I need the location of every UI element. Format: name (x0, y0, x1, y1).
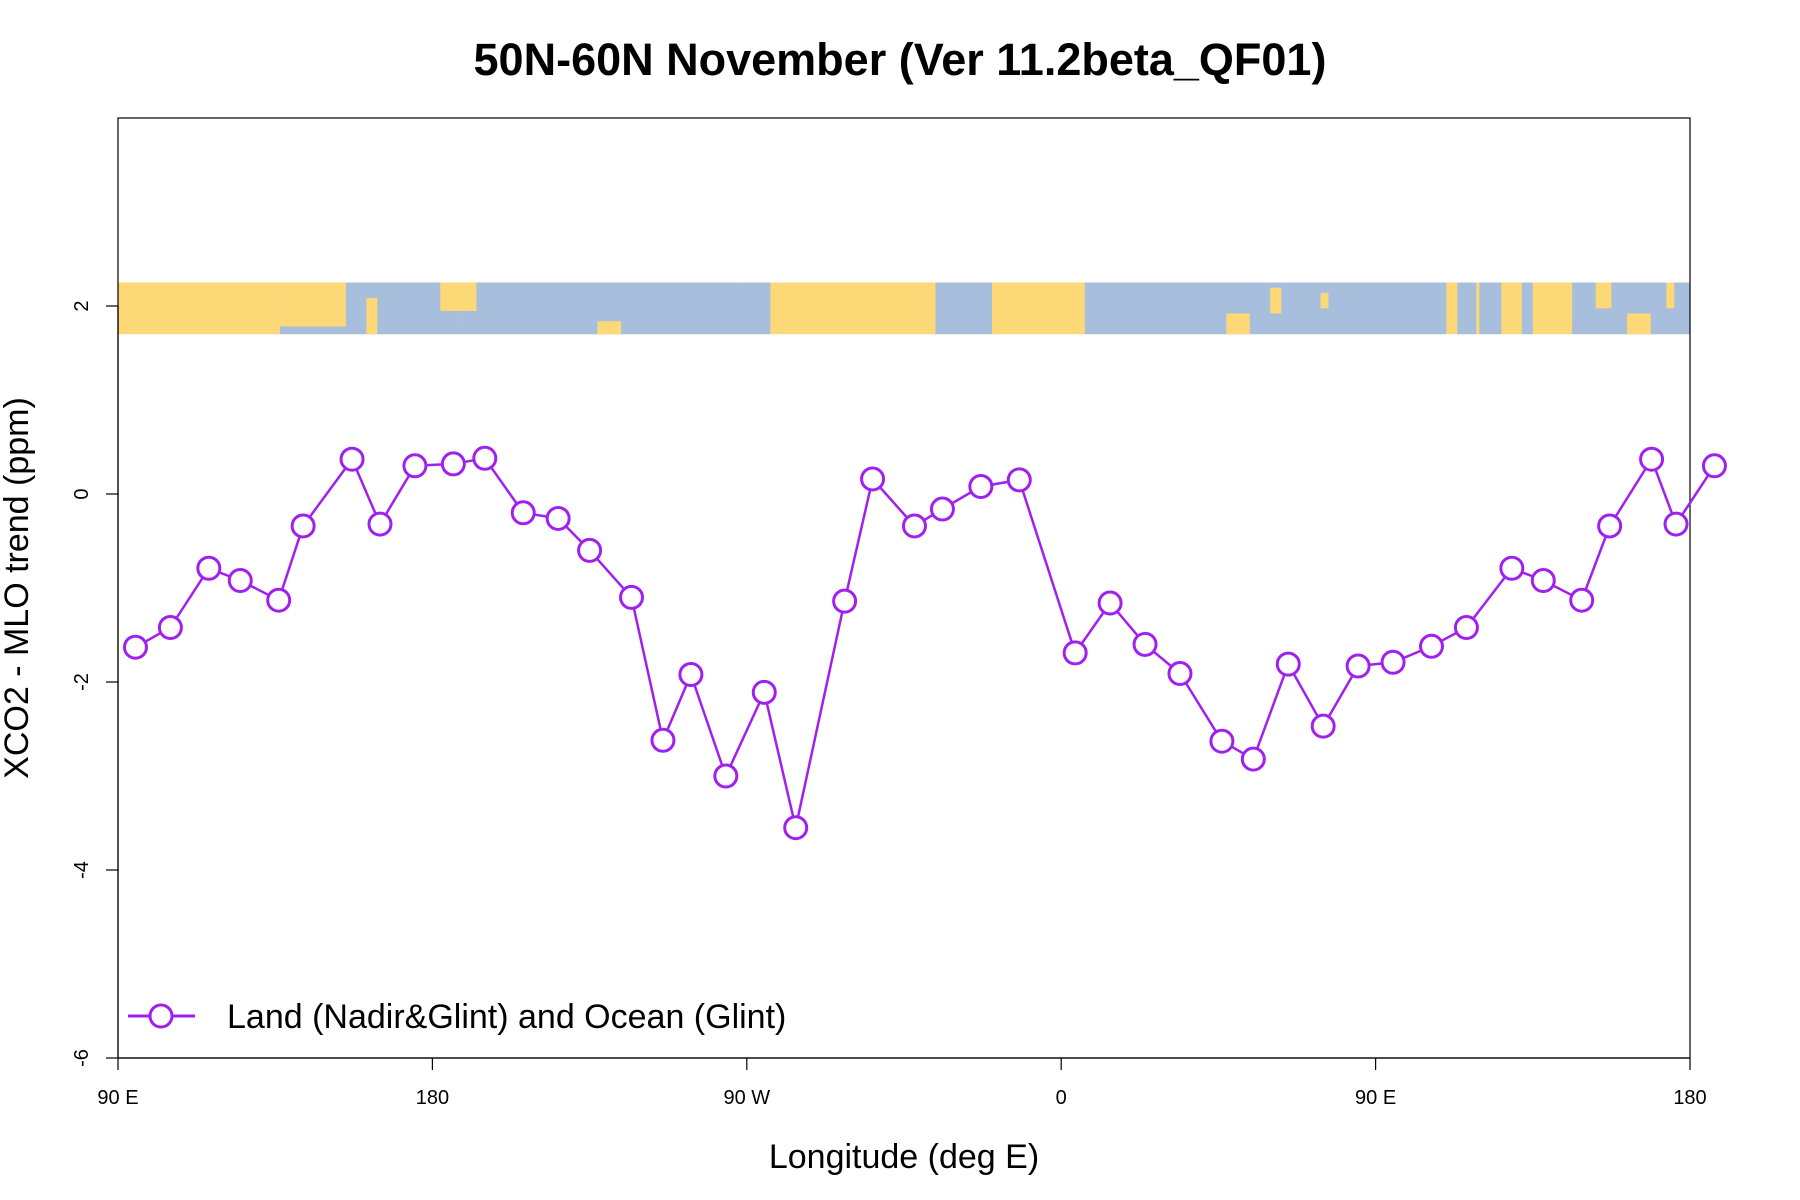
legend: Land (Nadir&Glint) and Ocean (Glint) (128, 998, 786, 1036)
data-point (440, 451, 466, 477)
map-band-ocean (738, 282, 771, 335)
data-point (545, 505, 571, 531)
map-band-landmass (1595, 282, 1612, 309)
map-band-landmass (1627, 313, 1651, 335)
data-point (290, 513, 316, 539)
data-point (1345, 653, 1371, 679)
data-point (510, 500, 536, 526)
x-tick-label: 180 (1673, 1087, 1706, 1109)
data-point (1453, 614, 1479, 640)
map-band-landmass (440, 282, 477, 311)
map-band-landmass (1270, 287, 1282, 314)
data-point (860, 466, 886, 492)
x-tick-label: 90 W (723, 1087, 770, 1109)
data-point (1530, 567, 1556, 593)
map-band-ocean (1479, 282, 1502, 335)
data-point (1639, 446, 1665, 472)
data-point (1499, 555, 1525, 581)
data-point (402, 453, 428, 479)
map-band-landmass (597, 321, 622, 335)
data-point (472, 445, 498, 471)
data-point (1209, 728, 1235, 754)
x-tick-label: 90 E (97, 1087, 138, 1109)
data-point (713, 763, 739, 789)
chart-title: 50N-60N November (Ver 11.2beta_QF01) (474, 34, 1327, 85)
y-tick-label: 2 (71, 300, 93, 311)
map-band-landmass (1017, 282, 1033, 314)
y-tick-label: 0 (71, 488, 93, 499)
map-band-ocean (1084, 282, 1447, 335)
data-point (266, 587, 292, 613)
data-point (901, 513, 927, 539)
data-point (1569, 587, 1595, 613)
plot-frame (117, 117, 1691, 1059)
data-point (1132, 631, 1158, 657)
data-point (968, 473, 994, 499)
y-tick-label: -4 (71, 861, 93, 879)
data-point (1310, 713, 1336, 739)
map-band-landmass (1320, 292, 1329, 309)
data-point (122, 634, 148, 660)
map-band-ocean (1521, 282, 1533, 335)
data-point (832, 588, 858, 614)
data-point (929, 496, 955, 522)
data-point (650, 727, 676, 753)
data-point (1380, 649, 1406, 675)
data-point (678, 661, 704, 687)
data-point (1418, 633, 1444, 659)
data-point (1006, 467, 1032, 493)
data-point (751, 679, 777, 705)
map-band-landmass (1226, 313, 1250, 335)
data-point (227, 567, 253, 593)
data-point (339, 446, 365, 472)
map-band-landmass (992, 298, 999, 335)
series-line (134, 457, 1716, 829)
data-point (783, 815, 809, 841)
map-band-landmass (279, 282, 346, 327)
x-tick-label: 0 (1056, 1087, 1067, 1109)
data-point (367, 511, 393, 537)
data-point (196, 555, 222, 581)
map-band-ocean (935, 282, 993, 335)
world-map-band (118, 282, 1690, 335)
data-point (1663, 511, 1689, 537)
data-point (1240, 746, 1266, 772)
x-axis-title: Longitude (deg E) (769, 1138, 1039, 1176)
legend-marker-swatch (148, 1003, 174, 1029)
x-axis: 90 E 180 90 W 0 90 E 180 (97, 1057, 1707, 1109)
data-point (1275, 651, 1301, 677)
y-tick-label: -6 (71, 1049, 93, 1067)
y-axis: 2 0 -2 -4 -6 (71, 300, 119, 1067)
legend-label: Land (Nadir&Glint) and Ocean (Glint) (227, 998, 786, 1036)
data-point (577, 537, 603, 563)
map-band-landmass (366, 298, 378, 335)
data-series (122, 445, 1727, 841)
map-band-landmass (1666, 282, 1675, 309)
y-tick-label: -2 (71, 673, 93, 691)
x-tick-label: 180 (416, 1087, 449, 1109)
data-point (1167, 661, 1193, 687)
map-band-landmass (1548, 282, 1573, 324)
x-tick-label: 90 E (1355, 1087, 1396, 1109)
data-point (1097, 590, 1123, 616)
data-point (1701, 453, 1727, 479)
data-point (1062, 640, 1088, 666)
data-point (1597, 513, 1623, 539)
map-band-ocean (1457, 282, 1477, 335)
data-point (157, 614, 183, 640)
y-axis-title: XCO2 - MLO trend (ppm) (0, 397, 36, 779)
data-point (619, 584, 645, 610)
